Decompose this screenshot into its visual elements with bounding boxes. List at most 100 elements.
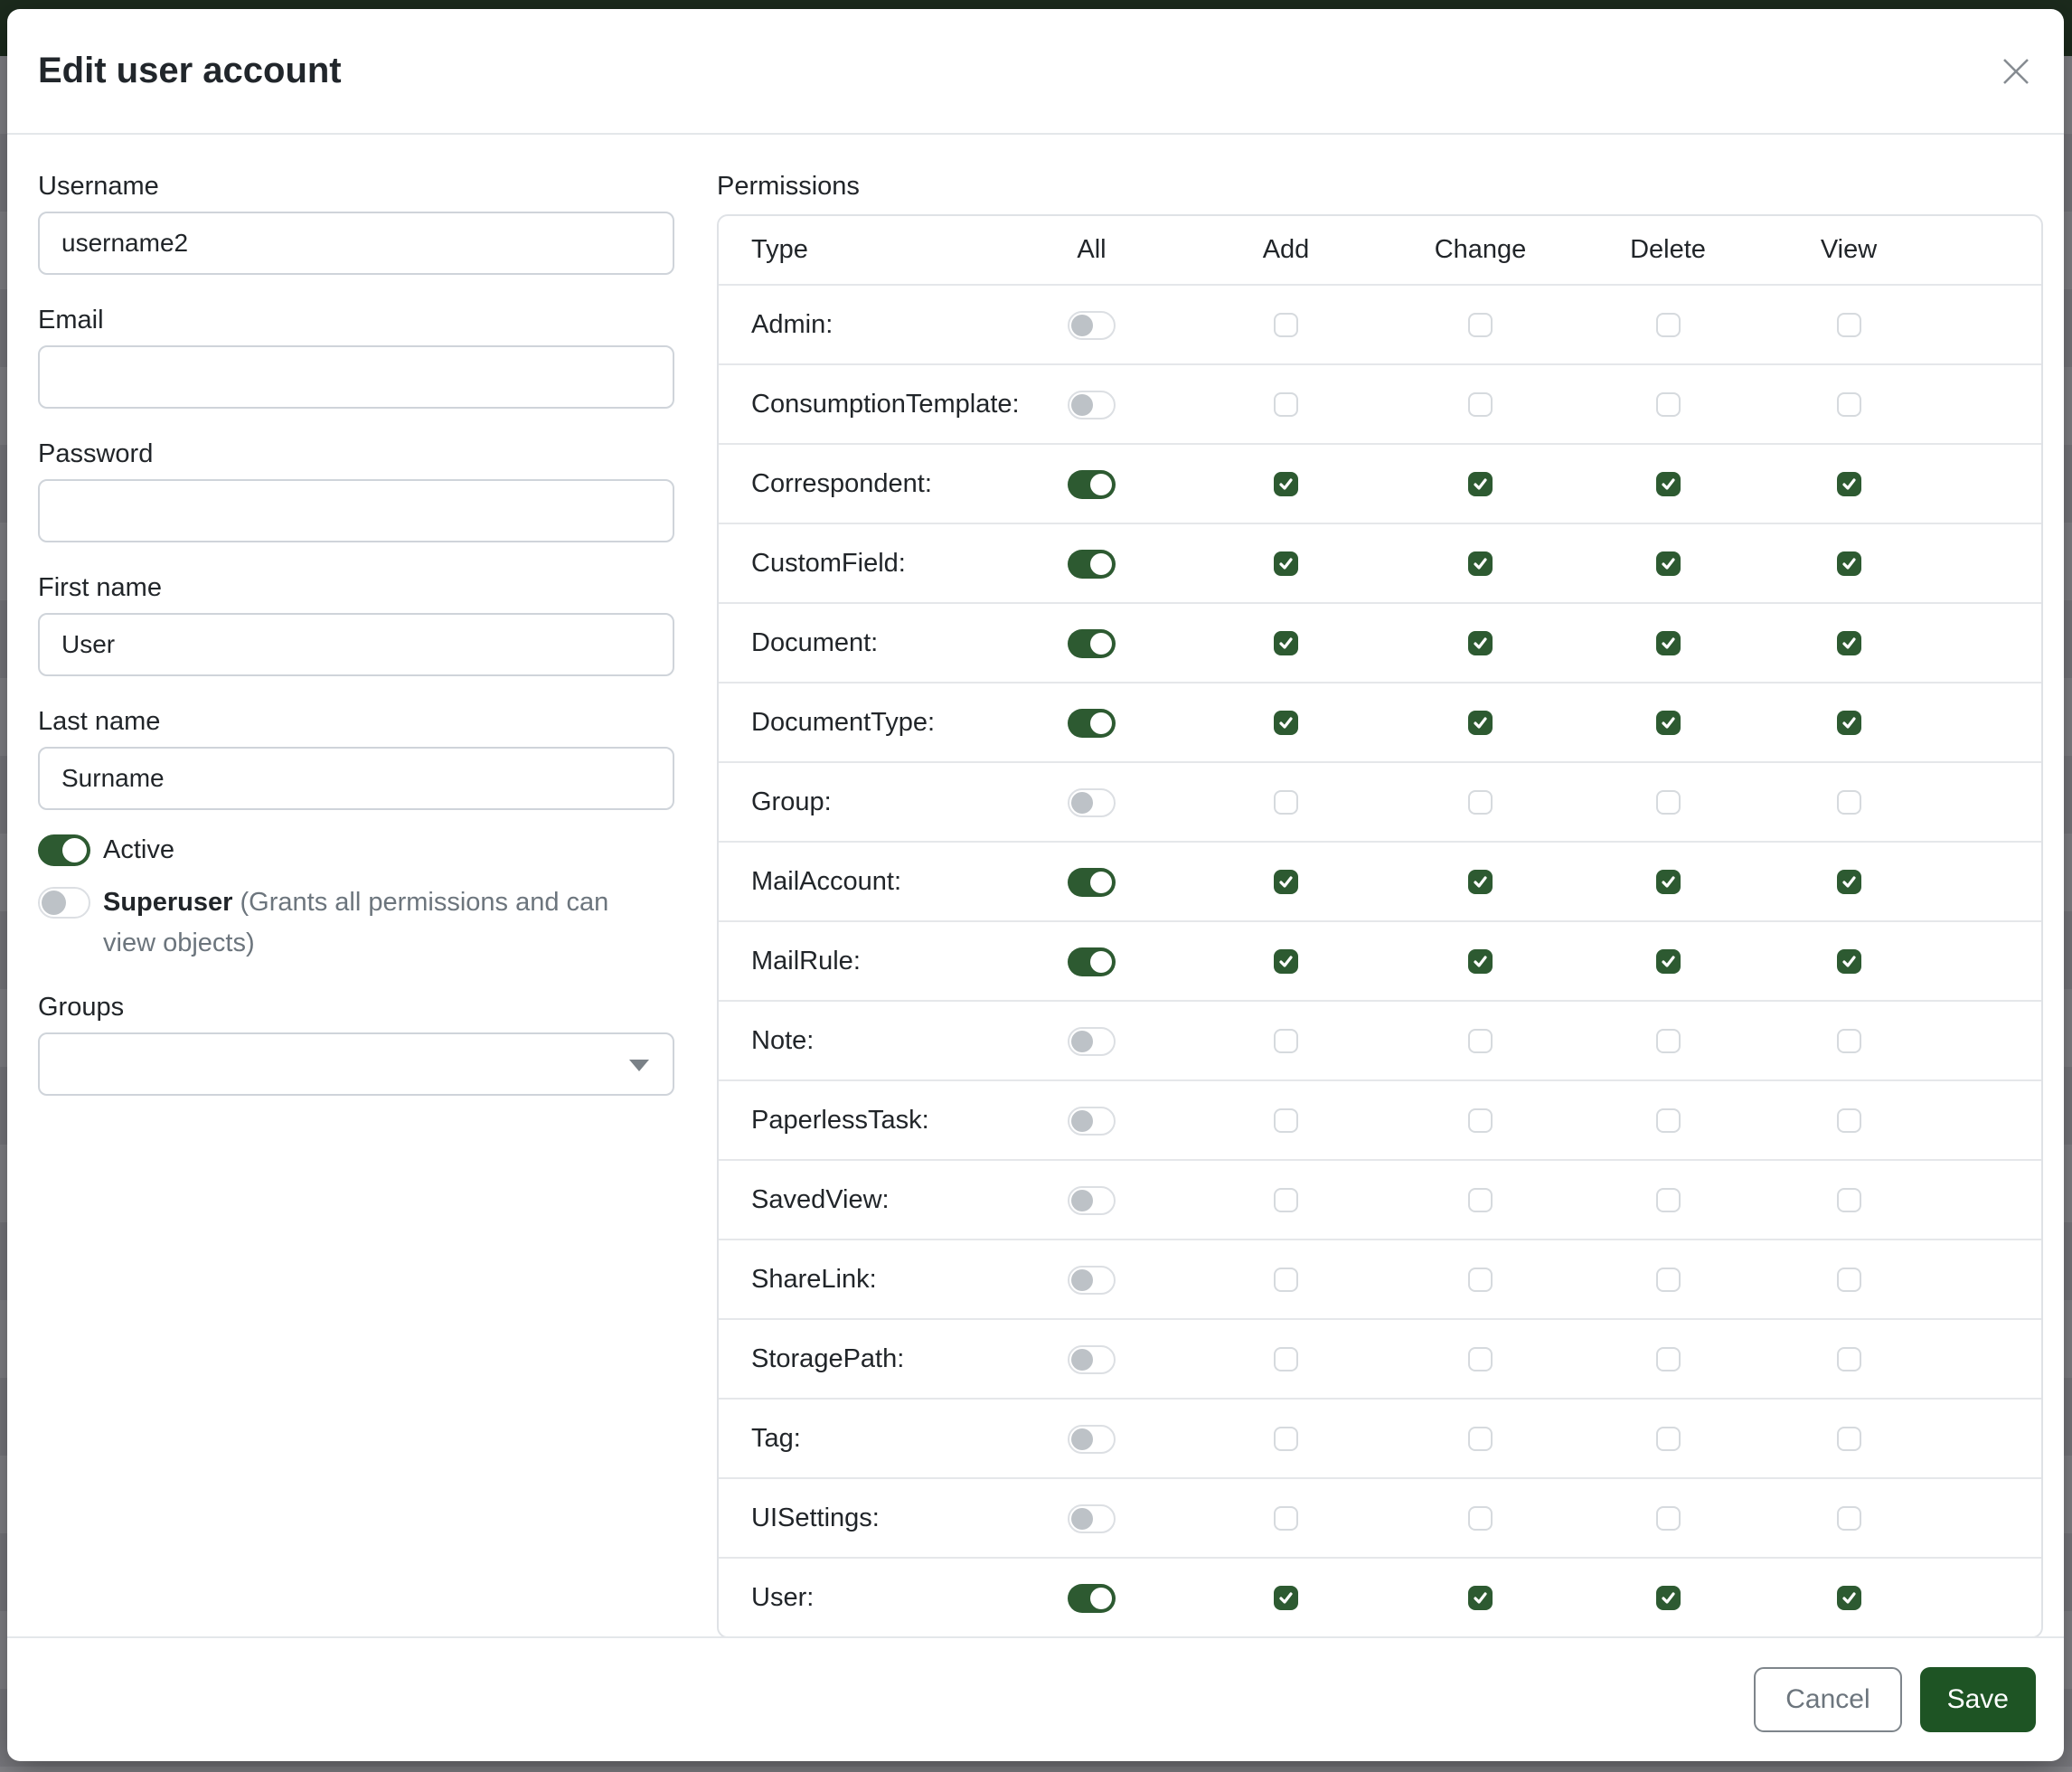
first-name-input[interactable] <box>38 613 674 676</box>
permission-add-checkbox[interactable] <box>1274 1506 1298 1532</box>
permission-all-toggle[interactable] <box>1068 1424 1116 1454</box>
permission-add-checkbox[interactable] <box>1274 313 1298 338</box>
permission-add-checkbox[interactable] <box>1274 790 1298 815</box>
permission-all-toggle[interactable] <box>1068 310 1116 340</box>
save-button[interactable]: Save <box>1919 1667 2036 1732</box>
permission-all-toggle[interactable] <box>1068 1265 1116 1295</box>
permission-add-checkbox[interactable] <box>1274 1108 1298 1134</box>
permission-delete-checkbox[interactable] <box>1655 1029 1681 1054</box>
permission-all-toggle[interactable] <box>1068 787 1116 817</box>
permission-all-toggle[interactable] <box>1068 469 1116 499</box>
permission-all-toggle[interactable] <box>1068 1583 1116 1613</box>
permission-change-checkbox[interactable] <box>1468 711 1493 736</box>
permission-add-checkbox[interactable] <box>1274 1029 1298 1054</box>
permission-add-checkbox[interactable] <box>1274 1347 1298 1372</box>
permission-view-checkbox[interactable] <box>1836 1268 1861 1293</box>
permission-all-toggle[interactable] <box>1068 947 1116 976</box>
permission-view-checkbox[interactable] <box>1836 472 1861 497</box>
permission-change-checkbox[interactable] <box>1468 472 1493 497</box>
permission-view-checkbox[interactable] <box>1836 313 1861 338</box>
permission-delete-checkbox[interactable] <box>1655 1188 1681 1213</box>
permission-delete-checkbox[interactable] <box>1655 790 1681 815</box>
permission-add-checkbox[interactable] <box>1274 1188 1298 1213</box>
permission-delete-checkbox[interactable] <box>1655 1506 1681 1532</box>
permission-delete-checkbox[interactable] <box>1655 551 1681 577</box>
permission-delete-checkbox[interactable] <box>1655 1108 1681 1134</box>
permission-view-checkbox[interactable] <box>1836 392 1861 418</box>
permission-add-checkbox[interactable] <box>1274 551 1298 577</box>
permission-view-checkbox[interactable] <box>1836 1347 1861 1372</box>
permission-change-checkbox[interactable] <box>1468 313 1493 338</box>
permission-view-checkbox[interactable] <box>1836 1188 1861 1213</box>
permission-all-toggle[interactable] <box>1068 1026 1116 1056</box>
permission-delete-checkbox[interactable] <box>1655 631 1681 656</box>
permission-all-toggle[interactable] <box>1068 628 1116 658</box>
permission-all-toggle[interactable] <box>1068 867 1116 897</box>
permission-all-toggle[interactable] <box>1068 1185 1116 1215</box>
permission-all-toggle[interactable] <box>1068 1503 1116 1533</box>
permission-view-checkbox[interactable] <box>1836 1108 1861 1134</box>
permission-view-checkbox[interactable] <box>1836 711 1861 736</box>
permission-view-checkbox[interactable] <box>1836 1427 1861 1452</box>
permission-change-checkbox[interactable] <box>1468 1347 1493 1372</box>
permission-add-checkbox[interactable] <box>1274 1427 1298 1452</box>
permission-change-checkbox[interactable] <box>1468 1268 1493 1293</box>
groups-select[interactable] <box>38 1032 674 1096</box>
permission-all-toggle[interactable] <box>1068 549 1116 579</box>
permission-delete-checkbox[interactable] <box>1655 313 1681 338</box>
permission-delete-checkbox[interactable] <box>1655 1427 1681 1452</box>
permission-change-checkbox[interactable] <box>1468 1029 1493 1054</box>
email-input[interactable] <box>38 345 674 409</box>
permission-delete-checkbox[interactable] <box>1655 472 1681 497</box>
permission-view-checkbox[interactable] <box>1836 631 1861 656</box>
superuser-toggle[interactable] <box>38 887 90 919</box>
active-toggle-row: Active <box>38 830 674 870</box>
permission-add-checkbox[interactable] <box>1274 472 1298 497</box>
username-input[interactable] <box>38 212 674 275</box>
permission-change-checkbox[interactable] <box>1468 392 1493 418</box>
permission-view-checkbox[interactable] <box>1836 1586 1861 1611</box>
permission-change-checkbox[interactable] <box>1468 551 1493 577</box>
permission-all-toggle[interactable] <box>1068 390 1116 419</box>
permission-change-checkbox[interactable] <box>1468 1427 1493 1452</box>
permission-change-checkbox[interactable] <box>1468 1506 1493 1532</box>
permission-add-checkbox[interactable] <box>1274 870 1298 895</box>
permission-delete-checkbox[interactable] <box>1655 870 1681 895</box>
permission-change-checkbox[interactable] <box>1468 631 1493 656</box>
permission-add-checkbox[interactable] <box>1274 631 1298 656</box>
password-input[interactable] <box>38 479 674 542</box>
permission-row: MailRule: <box>719 920 2041 1001</box>
permission-delete-checkbox[interactable] <box>1655 1586 1681 1611</box>
permission-add-checkbox[interactable] <box>1274 949 1298 975</box>
permission-row: Group: <box>719 761 2041 842</box>
permission-delete-checkbox[interactable] <box>1655 711 1681 736</box>
permission-delete-checkbox[interactable] <box>1655 392 1681 418</box>
close-icon[interactable] <box>1999 54 2033 89</box>
permission-view-checkbox[interactable] <box>1836 1029 1861 1054</box>
permission-view-checkbox[interactable] <box>1836 790 1861 815</box>
permission-view-checkbox[interactable] <box>1836 1506 1861 1532</box>
active-toggle[interactable] <box>38 834 90 866</box>
permission-all-toggle[interactable] <box>1068 708 1116 738</box>
permission-all-toggle[interactable] <box>1068 1106 1116 1136</box>
permission-change-checkbox[interactable] <box>1468 1108 1493 1134</box>
permission-change-checkbox[interactable] <box>1468 790 1493 815</box>
permission-change-checkbox[interactable] <box>1468 1586 1493 1611</box>
last-name-input[interactable] <box>38 747 674 810</box>
permission-add-checkbox[interactable] <box>1274 711 1298 736</box>
permission-view-checkbox[interactable] <box>1836 551 1861 577</box>
permission-add-checkbox[interactable] <box>1274 1586 1298 1611</box>
permission-view-checkbox[interactable] <box>1836 949 1861 975</box>
permission-all-toggle[interactable] <box>1068 1344 1116 1374</box>
permission-change-checkbox[interactable] <box>1468 1188 1493 1213</box>
cancel-button[interactable]: Cancel <box>1754 1667 1902 1732</box>
permission-change-checkbox[interactable] <box>1468 870 1493 895</box>
permission-delete-checkbox[interactable] <box>1655 1268 1681 1293</box>
permission-change-checkbox[interactable] <box>1468 949 1493 975</box>
toggle-knob <box>1071 1507 1093 1530</box>
permission-delete-checkbox[interactable] <box>1655 1347 1681 1372</box>
permission-view-checkbox[interactable] <box>1836 870 1861 895</box>
permission-add-checkbox[interactable] <box>1274 1268 1298 1293</box>
permission-add-checkbox[interactable] <box>1274 392 1298 418</box>
permission-delete-checkbox[interactable] <box>1655 949 1681 975</box>
